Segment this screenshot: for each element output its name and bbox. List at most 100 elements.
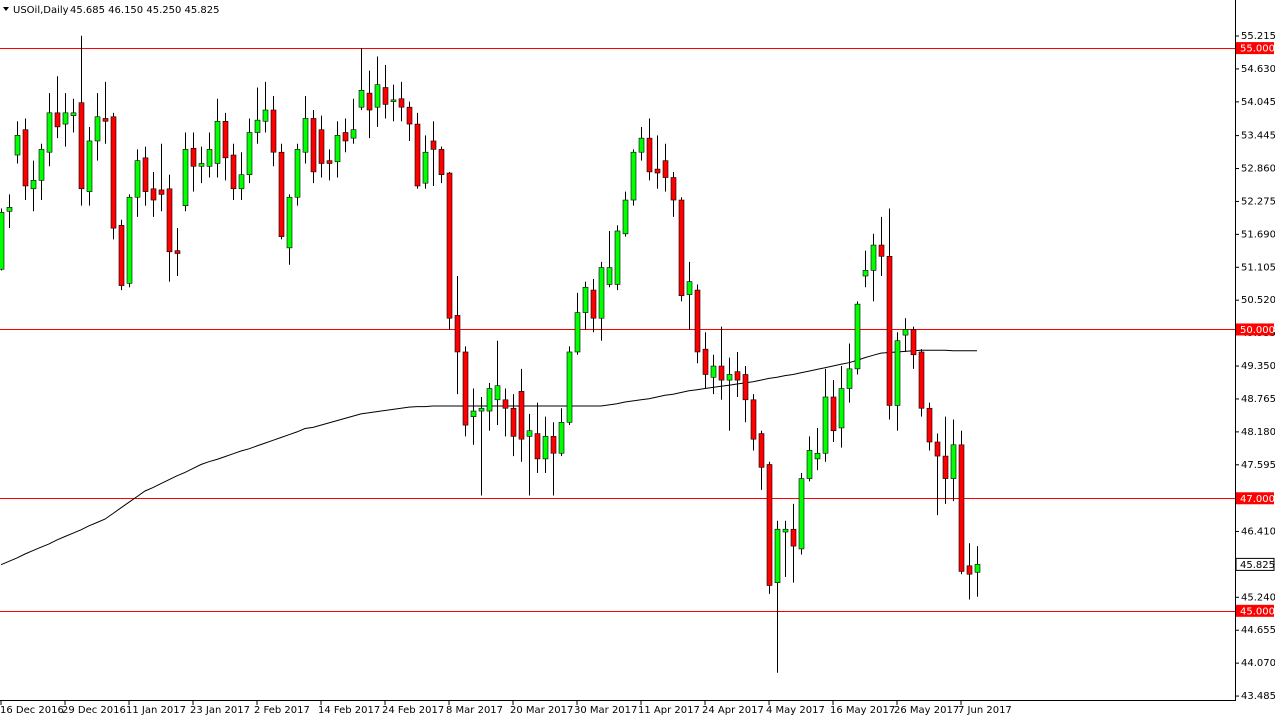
- candle-body: [654, 168, 661, 174]
- candle-body: [694, 289, 701, 353]
- candle-body: [54, 112, 61, 128]
- candle-body: [614, 230, 621, 285]
- candle-body: [726, 374, 733, 381]
- candle-body: [118, 225, 125, 286]
- candle-body: [358, 90, 365, 108]
- candle-body: [174, 250, 181, 254]
- candle-body: [598, 267, 605, 319]
- candle-body: [710, 365, 717, 378]
- level-label: 47.000: [1240, 494, 1275, 505]
- candle-body: [446, 172, 453, 319]
- candle-body: [166, 188, 173, 253]
- x-tick-label: 2 Feb 2017: [254, 705, 310, 716]
- candle-body: [366, 92, 373, 111]
- candle-body: [214, 120, 221, 164]
- candle-body: [102, 118, 109, 122]
- candle-body: [542, 436, 549, 460]
- candle-body: [622, 199, 629, 235]
- y-tick-label: 51.105: [1241, 262, 1275, 273]
- candle-body: [238, 174, 245, 190]
- candle-body: [830, 396, 837, 432]
- candle-body: [286, 196, 293, 249]
- candle-body: [318, 129, 325, 164]
- candle-body: [422, 151, 429, 184]
- candle-body: [894, 340, 901, 406]
- grid-layer: [0, 48, 1235, 612]
- candle-body: [814, 452, 821, 460]
- y-tick-label: 49.350: [1241, 361, 1275, 372]
- candle-body: [126, 196, 133, 284]
- candle-body: [190, 147, 197, 167]
- candle-body: [262, 109, 269, 122]
- x-tick-label: 29 Dec 2016: [62, 705, 126, 716]
- candle-body: [526, 430, 533, 437]
- candle-body: [950, 444, 957, 479]
- candle-body: [942, 455, 949, 479]
- candle-body: [678, 199, 685, 296]
- y-tick-label: 45.240: [1241, 592, 1275, 603]
- candle-body: [782, 528, 789, 533]
- candle-body: [374, 84, 381, 108]
- candle-body: [486, 388, 493, 412]
- candle-body: [926, 407, 933, 443]
- candle-body: [550, 436, 557, 454]
- candle-body: [254, 119, 261, 133]
- x-tick-label: 26 May 2017: [894, 705, 959, 716]
- candle-body: [774, 528, 781, 583]
- candle-body: [662, 160, 669, 178]
- candle-body: [862, 270, 869, 277]
- candle-body: [686, 281, 693, 295]
- y-tick-label: 47.595: [1241, 460, 1275, 471]
- y-tick-label: 53.445: [1241, 131, 1275, 142]
- candle-body: [910, 329, 917, 356]
- candle-body: [406, 106, 413, 125]
- candle-body: [430, 140, 437, 150]
- x-tick-label: 16 May 2017: [830, 705, 895, 716]
- candle-body: [6, 207, 13, 212]
- ohlc-label: 45.685 46.150 45.250 45.825: [70, 5, 220, 16]
- x-tick-label: 23 Jan 2017: [190, 705, 250, 716]
- candle-body: [142, 157, 149, 192]
- candle-body: [86, 140, 93, 192]
- candle-body: [790, 528, 797, 547]
- y-tick-label: 51.690: [1241, 229, 1275, 240]
- x-tick-label: 20 Mar 2017: [510, 705, 573, 716]
- candle-body: [638, 137, 645, 153]
- candle-body: [310, 118, 317, 173]
- y-tick-label: 50.520: [1241, 295, 1275, 306]
- x-tick-label: 24 Feb 2017: [382, 705, 444, 716]
- candle-body: [854, 303, 861, 370]
- candle-body: [0, 212, 5, 270]
- menu-triangle: [3, 7, 9, 11]
- y-tick-label: 54.045: [1241, 97, 1275, 108]
- candle-body: [326, 160, 333, 164]
- candle-body: [758, 433, 765, 468]
- candle-body: [30, 180, 37, 190]
- y-tick-label: 52.860: [1241, 164, 1275, 175]
- x-tick-label: 7 Jun 2017: [958, 705, 1012, 716]
- candle-body: [750, 399, 757, 440]
- candle-body: [494, 385, 501, 401]
- x-tick-label: 8 Mar 2017: [446, 705, 503, 716]
- candle-body: [518, 391, 525, 440]
- x-tick-label: 4 May 2017: [766, 705, 825, 716]
- candle-body: [270, 109, 277, 153]
- candle-body: [934, 441, 941, 457]
- candle-body: [766, 464, 773, 586]
- last-price-box: [1235, 557, 1275, 571]
- candle-body: [630, 151, 637, 201]
- level-label: 55.000: [1240, 44, 1275, 55]
- candle-body: [878, 244, 885, 257]
- plot-layer: [0, 35, 981, 673]
- candle-body: [70, 112, 77, 116]
- axis-layer: 55.215 54.630 54.045 53.445 52.860 52.275 51.6…: [0, 31, 1275, 716]
- candle-body: [838, 388, 845, 429]
- candle-body: [798, 478, 805, 550]
- candle-body: [462, 351, 469, 426]
- level-label: 50.000: [1240, 325, 1275, 336]
- candle-body: [574, 312, 581, 353]
- x-tick-label: 14 Feb 2017: [318, 705, 380, 716]
- candle-body: [230, 154, 237, 190]
- candle-body: [582, 286, 589, 313]
- x-tick-label: 30 Mar 2017: [574, 705, 637, 716]
